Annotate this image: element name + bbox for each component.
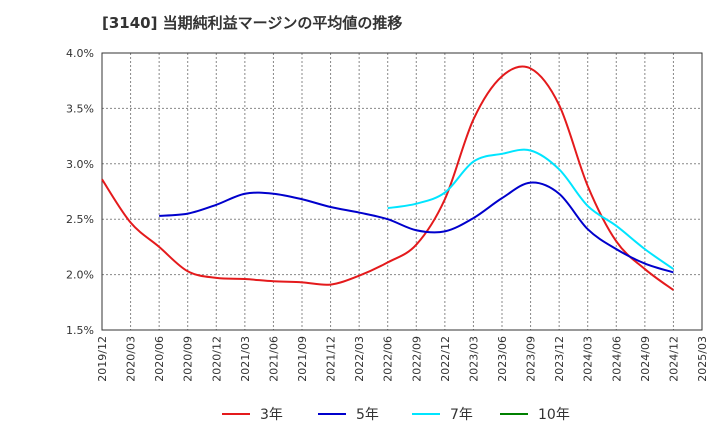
y-tick-label: 4.0% [66,47,94,60]
legend-swatch [412,413,440,415]
y-tick-label: 3.0% [66,158,94,171]
legend-swatch [500,413,528,415]
legend-swatch [318,413,346,415]
x-tick-label: 2021/03 [239,336,252,382]
y-tick-label: 2.0% [66,269,94,282]
x-tick-label: 2022/06 [382,336,395,382]
tick-labels: 1.5% 2.0% 2.5% 3.0% 3.5% 4.0% 2019/12 2020/03 20… [66,47,709,382]
series-lines [101,65,675,291]
series-line-7年 [387,148,675,270]
x-tick-label: 2020/12 [210,336,223,382]
series-line-5年 [159,181,674,274]
legend-item: 10年 [500,404,570,424]
x-tick-label: 2024/06 [610,336,623,382]
x-tick-label: 2022/09 [410,336,423,382]
plot-area-border [101,52,703,331]
legend-swatch [222,413,250,415]
x-tick-label: 2021/12 [325,336,338,382]
y-tick-label: 2.5% [66,213,94,226]
legend-item: 5年 [318,404,379,424]
legend-item: 7年 [412,404,473,424]
legend: 3年 5年 7年 10年 [0,400,720,430]
axes [101,52,703,331]
x-tick-label: 2021/06 [267,336,280,382]
line-chart: 1.5% 2.0% 2.5% 3.0% 3.5% 4.0% 2019/12 2020/03 20… [66,47,709,382]
x-tick-label: 2024/09 [639,336,652,382]
grid-lines [101,52,703,331]
y-tick-label: 3.5% [66,102,94,115]
x-tick-label: 2020/06 [153,336,166,382]
x-tick-label: 2022/03 [353,336,366,382]
legend-label: 5年 [356,407,379,423]
x-tick-label: 2024/03 [582,336,595,382]
chart-title: [3140] 当期純利益マージンの平均値の推移 [102,14,403,32]
legend-label: 3年 [260,407,283,423]
x-tick-label: 2023/12 [553,336,566,382]
series-line-3年 [101,65,675,291]
legend-label: 10年 [538,407,570,423]
x-tick-label: 2024/12 [667,336,680,382]
legend-item: 3年 [222,404,283,424]
x-tick-label: 2023/09 [525,336,538,382]
y-tick-label: 1.5% [66,324,94,337]
x-tick-label: 2021/09 [296,336,309,382]
x-tick-label: 2019/12 [96,336,109,382]
x-tick-label: 2020/03 [125,336,138,382]
x-tick-label: 2020/09 [182,336,195,382]
x-tick-label: 2025/03 [696,336,709,382]
x-tick-label: 2023/03 [467,336,480,382]
legend-label: 7年 [450,407,473,423]
x-tick-label: 2022/12 [439,336,452,382]
x-tick-label: 2023/06 [496,336,509,382]
